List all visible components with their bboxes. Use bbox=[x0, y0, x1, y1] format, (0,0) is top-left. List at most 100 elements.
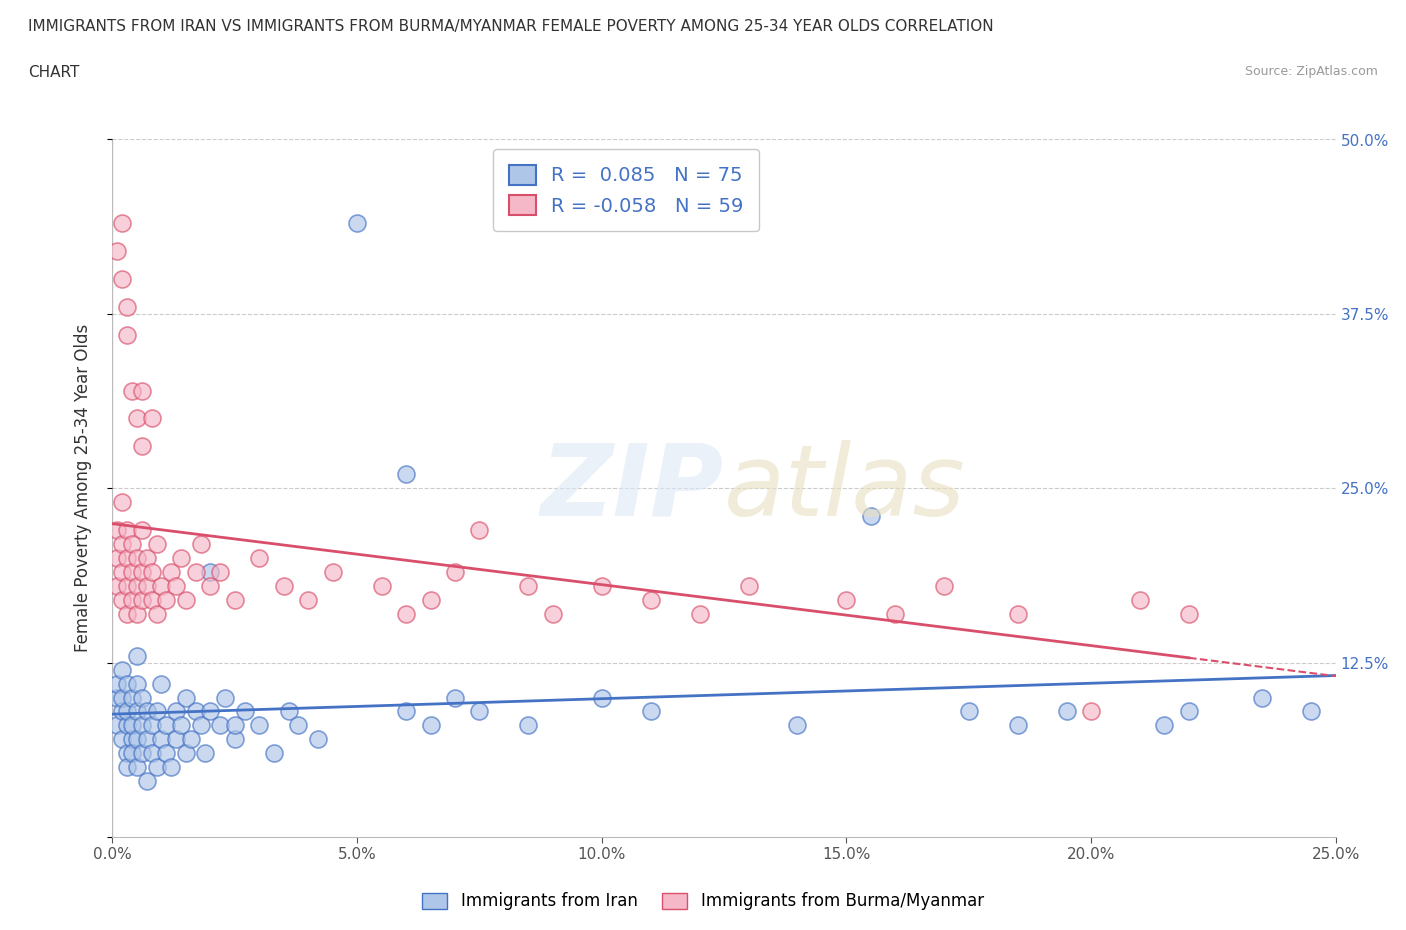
Point bbox=[115, 704, 138, 719]
Point bbox=[395, 704, 418, 719]
Point bbox=[835, 592, 858, 607]
Point bbox=[737, 578, 759, 593]
Point bbox=[111, 690, 134, 705]
Point bbox=[121, 690, 143, 705]
Point bbox=[115, 606, 138, 621]
Text: ZIP: ZIP bbox=[541, 440, 724, 537]
Point bbox=[224, 732, 246, 747]
Point bbox=[1056, 704, 1078, 719]
Point bbox=[115, 760, 138, 775]
Point bbox=[297, 592, 319, 607]
Point bbox=[180, 732, 202, 747]
Point bbox=[115, 746, 138, 761]
Point bbox=[131, 592, 153, 607]
Point bbox=[194, 746, 217, 761]
Point bbox=[150, 732, 173, 747]
Point bbox=[214, 690, 236, 705]
Point bbox=[190, 718, 212, 733]
Point bbox=[131, 523, 153, 538]
Point bbox=[1178, 704, 1201, 719]
Point bbox=[541, 606, 564, 621]
Point bbox=[111, 592, 134, 607]
Point bbox=[121, 592, 143, 607]
Point bbox=[170, 551, 193, 565]
Point bbox=[165, 732, 187, 747]
Point bbox=[395, 467, 418, 482]
Point bbox=[145, 760, 167, 775]
Y-axis label: Female Poverty Among 25-34 Year Olds: Female Poverty Among 25-34 Year Olds bbox=[73, 325, 91, 652]
Point bbox=[160, 565, 183, 579]
Point bbox=[150, 578, 173, 593]
Point bbox=[121, 537, 143, 551]
Point bbox=[517, 718, 540, 733]
Point bbox=[115, 299, 138, 314]
Point bbox=[131, 718, 153, 733]
Point bbox=[1251, 690, 1274, 705]
Point bbox=[131, 746, 153, 761]
Point bbox=[111, 565, 134, 579]
Point bbox=[322, 565, 344, 579]
Point bbox=[517, 578, 540, 593]
Point bbox=[395, 606, 418, 621]
Point bbox=[444, 690, 467, 705]
Point bbox=[277, 704, 299, 719]
Point bbox=[184, 565, 207, 579]
Point bbox=[125, 676, 148, 691]
Point bbox=[640, 592, 662, 607]
Point bbox=[105, 690, 128, 705]
Point bbox=[165, 578, 187, 593]
Point bbox=[346, 216, 368, 231]
Point bbox=[131, 690, 153, 705]
Point bbox=[155, 746, 177, 761]
Point bbox=[111, 732, 134, 747]
Point bbox=[135, 551, 157, 565]
Point bbox=[141, 746, 163, 761]
Point bbox=[224, 718, 246, 733]
Point bbox=[174, 592, 197, 607]
Point bbox=[786, 718, 808, 733]
Point bbox=[200, 565, 222, 579]
Point bbox=[125, 606, 148, 621]
Point bbox=[135, 732, 157, 747]
Point bbox=[125, 551, 148, 565]
Point bbox=[184, 704, 207, 719]
Point bbox=[934, 578, 956, 593]
Point bbox=[155, 718, 177, 733]
Point bbox=[150, 676, 173, 691]
Point bbox=[125, 704, 148, 719]
Point bbox=[111, 216, 134, 231]
Point bbox=[105, 676, 128, 691]
Point bbox=[1153, 718, 1175, 733]
Point bbox=[141, 592, 163, 607]
Point bbox=[174, 690, 197, 705]
Point bbox=[145, 704, 167, 719]
Point bbox=[247, 551, 270, 565]
Point bbox=[105, 718, 128, 733]
Point bbox=[444, 565, 467, 579]
Point bbox=[200, 578, 222, 593]
Point bbox=[111, 704, 134, 719]
Point bbox=[115, 327, 138, 342]
Point bbox=[165, 704, 187, 719]
Point bbox=[135, 578, 157, 593]
Point bbox=[1007, 718, 1029, 733]
Point bbox=[131, 383, 153, 398]
Point bbox=[957, 704, 980, 719]
Point bbox=[370, 578, 392, 593]
Point bbox=[419, 592, 441, 607]
Point bbox=[200, 704, 222, 719]
Point bbox=[131, 565, 153, 579]
Point bbox=[111, 662, 134, 677]
Point bbox=[131, 439, 153, 454]
Point bbox=[105, 523, 128, 538]
Text: atlas: atlas bbox=[724, 440, 966, 537]
Point bbox=[125, 411, 148, 426]
Point bbox=[105, 244, 128, 259]
Point bbox=[468, 523, 491, 538]
Point bbox=[105, 578, 128, 593]
Point bbox=[174, 746, 197, 761]
Point bbox=[224, 592, 246, 607]
Point bbox=[640, 704, 662, 719]
Point bbox=[1129, 592, 1152, 607]
Point bbox=[1178, 606, 1201, 621]
